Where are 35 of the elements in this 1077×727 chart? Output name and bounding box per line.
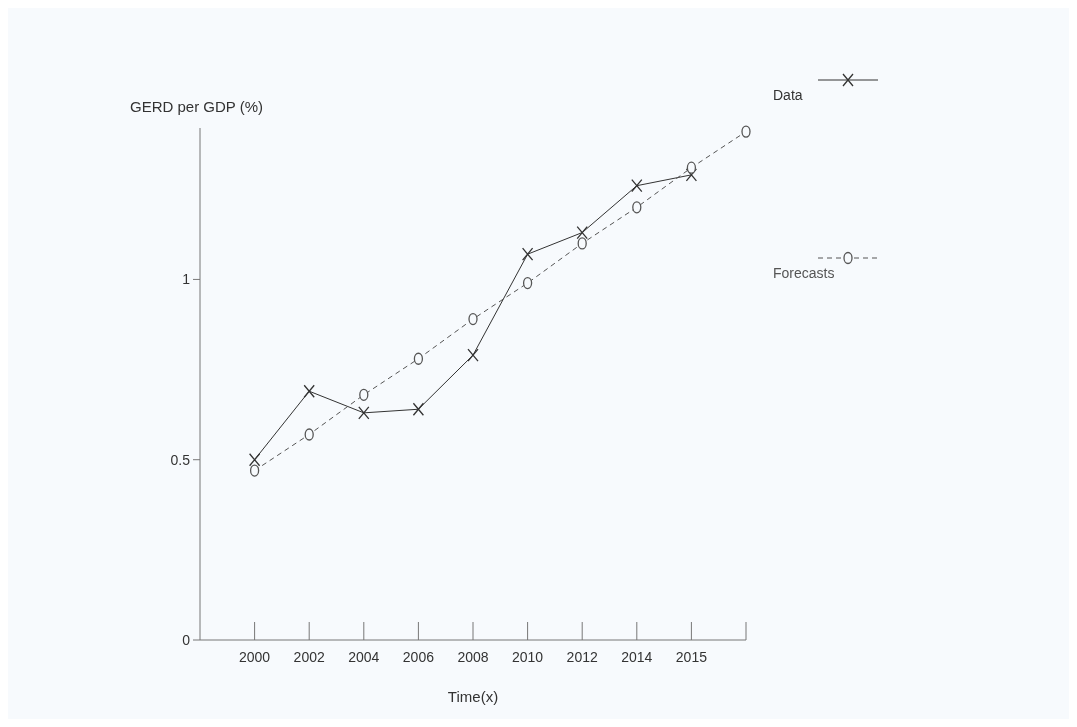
point [413,352,424,365]
text: Data [773,87,803,103]
point [741,125,751,138]
x-axis-title: Time(x) [447,688,499,705]
x-tick-label: 2006 [402,649,435,665]
point [358,406,370,420]
point [248,453,261,467]
point [249,464,260,477]
x-tick-label: 2012 [566,649,598,665]
point [521,247,534,261]
point [303,384,315,398]
point [686,161,697,174]
x-tick-label: 2008 [457,649,489,665]
point [576,225,588,240]
point [632,201,642,214]
y-axis-title: GERD per GDP (%) [130,98,264,115]
x-tick-label: 2015 [675,649,708,665]
y-tick-label: 1 [182,271,191,288]
x-tick-label: 2010 [512,649,544,665]
legend-label: Forecasts [773,265,835,281]
point [412,402,425,416]
point [467,348,479,362]
point [468,312,478,326]
x-tick-label: 2014 [621,649,653,665]
point [631,179,643,193]
point [522,276,533,290]
y-tick-label: 0 [182,631,191,648]
x-tick-label: 2004 [348,649,380,665]
point [359,388,369,401]
point [304,428,314,441]
point [577,237,587,250]
x-tick-label: 2000 [239,649,271,665]
point [685,168,698,182]
x-tick-label: 2002 [293,649,325,665]
y-tick-label: 0.5 [170,451,191,468]
